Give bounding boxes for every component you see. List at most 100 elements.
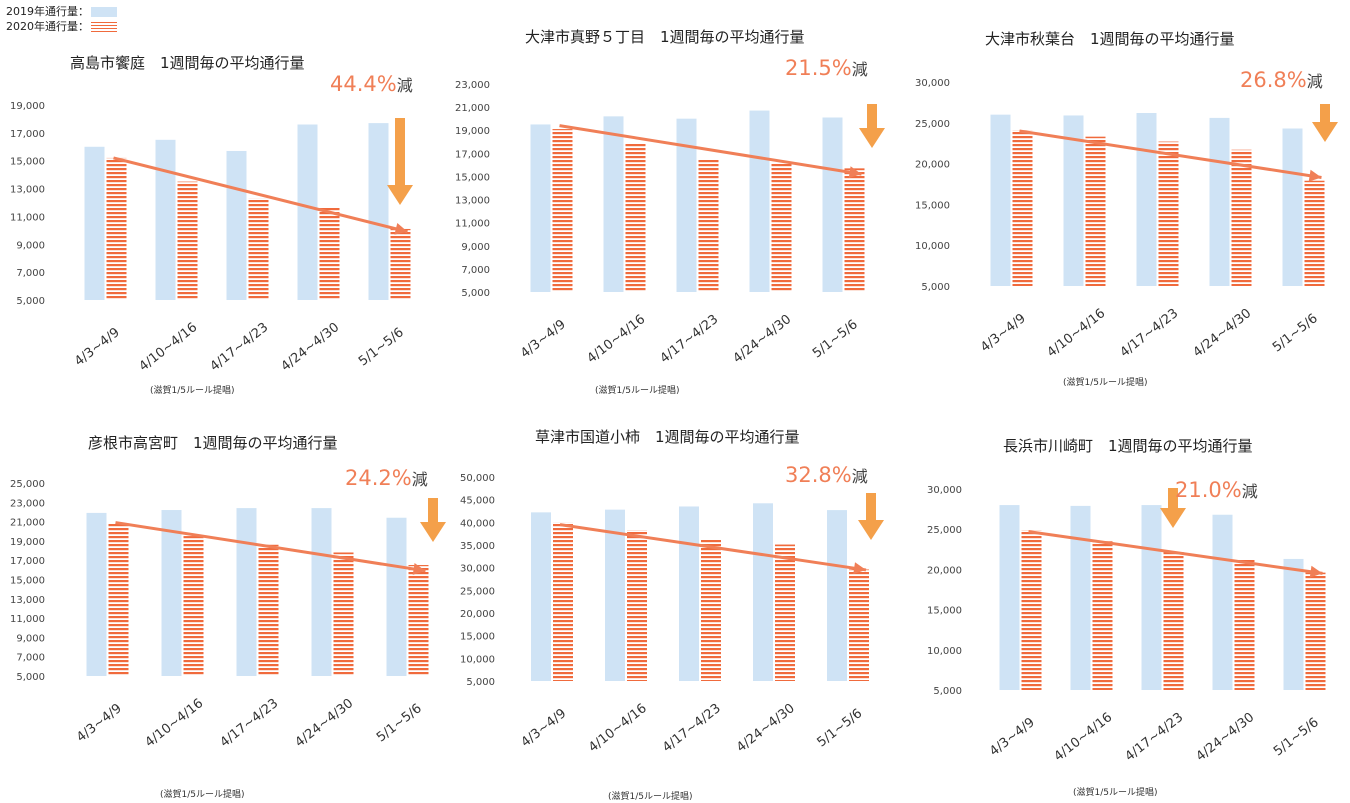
bar-2020 [408,565,429,676]
y-tick-label: 5,000 [16,296,45,307]
reduction-label: 44.4%減 [330,72,413,96]
bar-2019 [822,117,843,292]
y-tick-label: 7,000 [16,653,45,664]
chart-title: 大津市真野５丁目 1週間毎の平均通行量 [525,28,805,46]
chart-title: 高島市饗庭 1週間毎の平均通行量 [70,54,305,72]
y-tick-label: 21,000 [10,518,45,529]
source-note: (滋賀1/5ルール提唱) [1073,788,1158,798]
chart-title: 大津市秋葉台 1週間毎の平均通行量 [985,30,1235,48]
bar-2019 [386,517,407,676]
y-tick-label: 9,000 [461,242,490,253]
bar-2019 [1282,128,1303,286]
y-tick-label: 25,000 [927,525,962,536]
trend-line [559,124,862,176]
y-tick-label: 20,000 [915,160,950,171]
bar-2019 [605,509,625,681]
chart-title: 草津市国道小柿 1週間毎の平均通行量 [535,428,800,446]
y-tick-label: 5,000 [921,282,950,293]
bar-2019 [86,512,107,676]
y-tick-label: 20,000 [460,609,495,620]
bar-2020 [1158,141,1179,286]
bar-2019 [603,116,624,292]
y-tick-label: 17,000 [10,556,45,567]
bar-2020 [627,530,647,681]
bar-2020 [390,228,411,300]
trend-arrowhead [853,562,866,575]
bar-2019 [999,505,1020,690]
decrease-arrow-icon [858,493,884,540]
y-tick-label: 15,000 [927,606,962,617]
y-tick-label: 19,000 [10,101,45,112]
trend-arrowhead [848,166,862,179]
y-tick-label: 25,000 [460,586,495,597]
y-tick-label: 11,000 [10,212,45,223]
reduction-label: 26.8%減 [1240,68,1323,92]
chart-title: 彦根市高宮町 1週間毎の平均通行量 [88,434,338,452]
reduction-suffix: 減 [851,60,868,79]
y-tick-label: 15,000 [10,576,45,587]
reduction-percent: 26.8% [1240,68,1307,92]
bar-2019 [297,124,318,300]
y-tick-label: 15,000 [460,632,495,643]
bar-2019 [753,503,773,681]
reduction-percent: 32.8% [785,463,852,487]
bar-2020 [248,198,269,300]
bar-2020 [319,206,340,300]
bar-2020 [177,181,198,300]
bar-2020 [1012,130,1033,286]
bar-2020 [1304,180,1325,286]
trend-line [115,521,426,573]
bar-2019 [1136,113,1157,287]
y-tick-label: 19,000 [10,537,45,548]
bar-2020 [106,157,127,300]
bar-2020 [1085,136,1106,286]
y-tick-label: 23,000 [455,80,490,91]
reduction-suffix: 減 [411,470,428,489]
y-tick-label: 5,000 [16,672,45,683]
y-tick-label: 5,000 [933,686,962,697]
bar-2019 [368,123,389,300]
bar-2020 [1021,530,1042,690]
bar-2019 [1141,505,1162,690]
legend-swatch-2019 [91,6,117,17]
chart-title: 長浜市川崎町 1週間毎の平均通行量 [1003,437,1253,455]
source-note: (滋賀1/5ルール提唱) [608,792,693,802]
bar-2020 [1163,550,1184,690]
y-tick-label: 5,000 [466,677,495,688]
y-tick-label: 7,000 [16,268,45,279]
trend-line [113,156,408,234]
bar-2020 [701,540,721,681]
reduction-suffix: 減 [1241,482,1258,501]
trend-arrowhead [1309,565,1323,578]
bar-2019 [84,146,105,300]
bar-2019 [161,510,182,676]
bar-2019 [236,508,257,676]
bar-2019 [990,114,1011,286]
y-tick-label: 17,000 [455,149,490,160]
trend-line [1019,129,1322,179]
reduction-label: 21.5%減 [785,56,868,80]
bar-2019 [1283,558,1304,690]
reduction-percent: 44.4% [330,72,397,96]
y-tick-label: 11,000 [10,614,45,625]
x-tick-label: 4/24~4/30 [1193,710,1257,764]
source-note: (滋賀1/5ルール提唱) [150,386,235,396]
bar-2019 [679,506,699,681]
y-tick-label: 11,000 [455,219,490,230]
bar-2020 [333,552,354,676]
reduction-percent: 21.0% [1175,478,1242,502]
bar-2020 [849,569,869,681]
bar-2020 [698,159,719,292]
trend-line [1028,530,1323,575]
y-tick-label: 25,000 [10,479,45,490]
y-tick-label: 9,000 [16,240,45,251]
reduction-label: 32.8%減 [785,463,868,487]
source-note: (滋賀1/5ルール提唱) [595,386,680,396]
